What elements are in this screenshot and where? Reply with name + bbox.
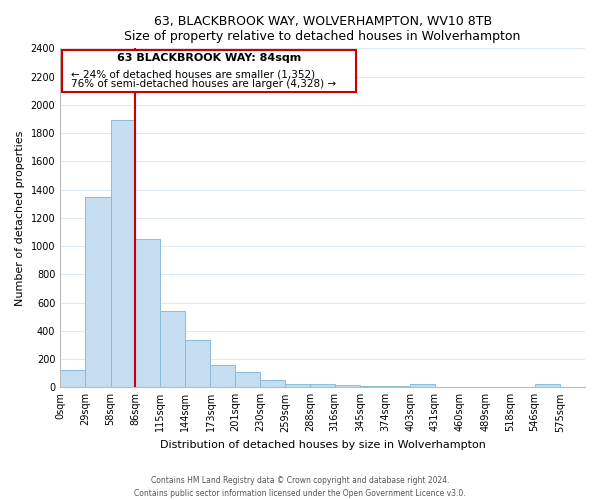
Bar bbox=[185, 340, 211, 388]
Bar bbox=[335, 385, 360, 388]
Text: 76% of semi-detached houses are larger (4,328) →: 76% of semi-detached houses are larger (… bbox=[71, 80, 336, 90]
Bar bbox=[410, 384, 434, 388]
Bar bbox=[211, 366, 235, 388]
Bar bbox=[160, 311, 185, 388]
Bar bbox=[310, 384, 335, 388]
Text: ← 24% of detached houses are smaller (1,352): ← 24% of detached houses are smaller (1,… bbox=[71, 70, 315, 80]
Title: 63, BLACKBROOK WAY, WOLVERHAMPTON, WV10 8TB
Size of property relative to detache: 63, BLACKBROOK WAY, WOLVERHAMPTON, WV10 … bbox=[124, 15, 521, 43]
Text: Contains HM Land Registry data © Crown copyright and database right 2024.
Contai: Contains HM Land Registry data © Crown c… bbox=[134, 476, 466, 498]
Y-axis label: Number of detached properties: Number of detached properties bbox=[15, 130, 25, 306]
Bar bbox=[110, 120, 135, 388]
Bar bbox=[135, 239, 160, 388]
Bar bbox=[285, 384, 310, 388]
Text: 63 BLACKBROOK WAY: 84sqm: 63 BLACKBROOK WAY: 84sqm bbox=[116, 53, 301, 63]
FancyBboxPatch shape bbox=[62, 50, 356, 92]
Bar bbox=[510, 386, 535, 388]
Bar bbox=[460, 386, 485, 388]
Bar bbox=[60, 370, 85, 388]
Bar bbox=[385, 386, 410, 388]
X-axis label: Distribution of detached houses by size in Wolverhampton: Distribution of detached houses by size … bbox=[160, 440, 485, 450]
Bar bbox=[434, 386, 460, 388]
Bar bbox=[85, 196, 110, 388]
Bar bbox=[235, 372, 260, 388]
Bar bbox=[535, 384, 560, 388]
Bar bbox=[260, 380, 285, 388]
Bar bbox=[360, 386, 385, 388]
